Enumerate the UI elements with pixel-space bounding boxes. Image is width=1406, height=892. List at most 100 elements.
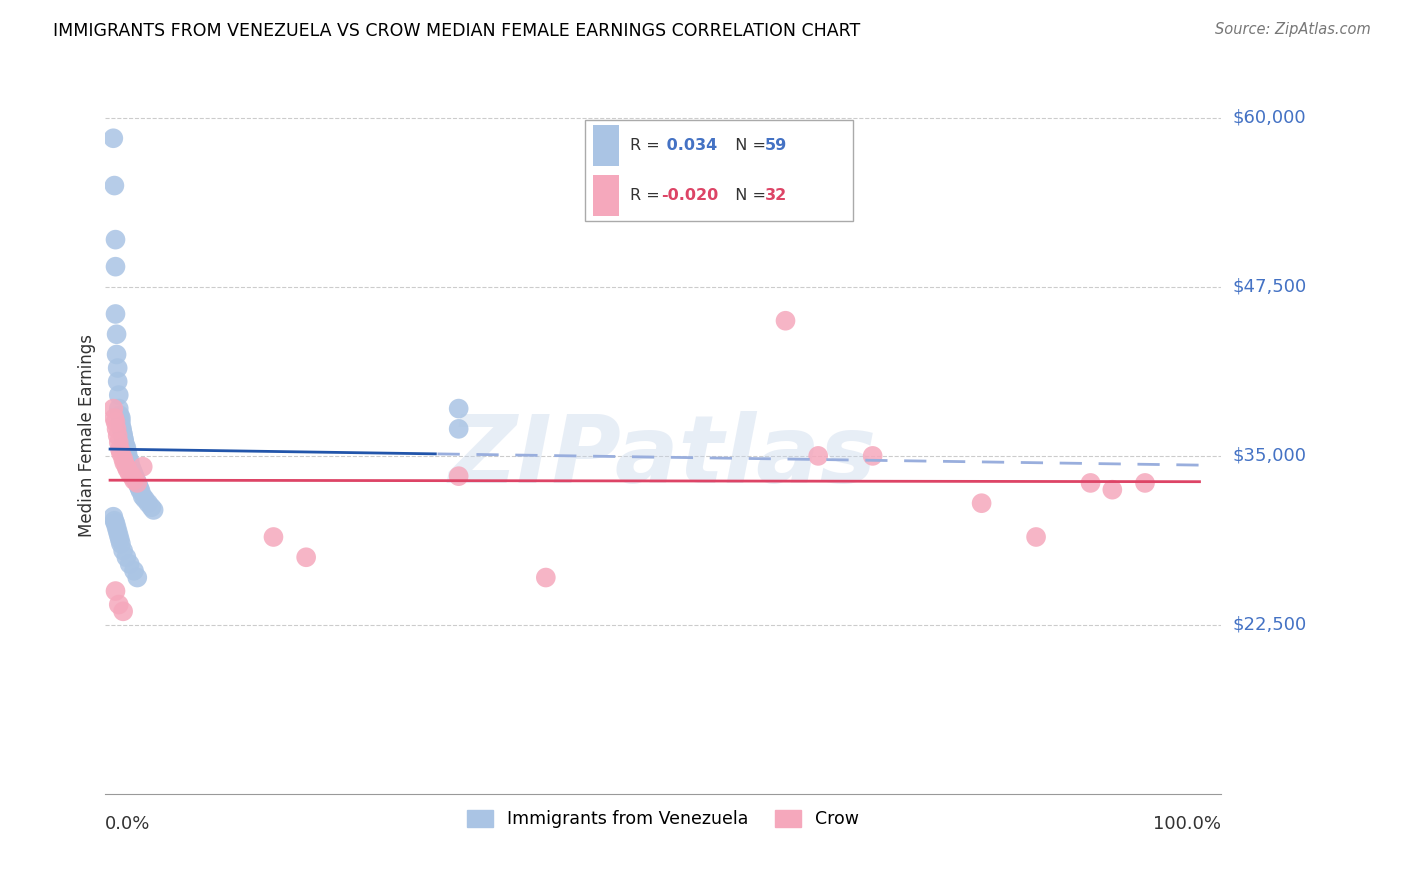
Point [107, 375, 129, 389]
Point [122, 467, 145, 482]
Point [970, 496, 993, 510]
Point [114, 438, 136, 452]
Point [447, 469, 470, 483]
Point [105, 327, 128, 342]
Point [105, 520, 128, 534]
Point [125, 473, 148, 487]
Point [107, 598, 129, 612]
Text: N =: N = [725, 188, 772, 203]
Point [862, 449, 884, 463]
Point [115, 459, 138, 474]
Text: IMMIGRANTS FROM VENEZUELA VS CROW MEDIAN FEMALE EARNINGS CORRELATION CHART: IMMIGRANTS FROM VENEZUELA VS CROW MEDIAN… [53, 22, 860, 40]
Point [134, 492, 156, 507]
Point [122, 473, 145, 487]
Point [295, 550, 318, 565]
Point [128, 481, 150, 495]
Point [115, 443, 138, 458]
Point [142, 503, 165, 517]
Point [112, 543, 135, 558]
Point [127, 475, 149, 490]
Point [107, 388, 129, 402]
Text: $35,000: $35,000 [1233, 447, 1306, 465]
Point [129, 483, 152, 498]
Point [104, 233, 127, 247]
Point [132, 459, 155, 474]
Y-axis label: Median Female Earnings: Median Female Earnings [79, 334, 96, 537]
Point [104, 307, 127, 321]
Text: 32: 32 [765, 188, 787, 203]
Point [118, 457, 141, 471]
Point [127, 475, 149, 490]
Text: N =: N = [725, 138, 772, 153]
Point [447, 422, 470, 436]
Point [1101, 483, 1123, 497]
Point [110, 419, 132, 434]
Text: ZIPatlas: ZIPatlas [449, 411, 877, 503]
Point [110, 411, 132, 425]
Point [1080, 475, 1102, 490]
Point [117, 462, 139, 476]
Point [132, 490, 155, 504]
Text: $22,500: $22,500 [1233, 615, 1306, 634]
Text: $47,500: $47,500 [1233, 278, 1306, 296]
Point [107, 428, 129, 442]
Point [117, 451, 139, 466]
Point [104, 584, 127, 599]
Point [121, 462, 143, 476]
Point [110, 537, 132, 551]
Point [127, 478, 149, 492]
Point [124, 470, 146, 484]
Point [103, 401, 125, 416]
Point [105, 422, 128, 436]
Point [117, 446, 139, 460]
Point [118, 467, 141, 481]
Point [115, 441, 138, 455]
Point [807, 449, 830, 463]
Point [111, 425, 134, 439]
Point [118, 557, 141, 571]
Point [1133, 475, 1156, 490]
Point [262, 530, 284, 544]
Point [112, 435, 135, 450]
Point [1025, 530, 1047, 544]
Point [104, 415, 127, 429]
Legend: Immigrants from Venezuela, Crow: Immigrants from Venezuela, Crow [460, 803, 866, 835]
Point [103, 411, 125, 425]
Text: -0.020: -0.020 [661, 188, 718, 203]
Point [110, 415, 132, 429]
Point [112, 427, 135, 442]
Point [103, 514, 125, 528]
Point [108, 442, 131, 457]
Point [112, 456, 135, 470]
Point [122, 465, 145, 479]
Point [107, 524, 129, 539]
Point [107, 528, 129, 542]
Point [111, 422, 134, 436]
Point [136, 496, 159, 510]
Point [127, 570, 149, 584]
Text: 100.0%: 100.0% [1153, 815, 1222, 833]
Text: Source: ZipAtlas.com: Source: ZipAtlas.com [1215, 22, 1371, 37]
Text: R =: R = [630, 188, 665, 203]
Point [104, 260, 127, 274]
Point [108, 533, 131, 547]
Text: 0.034: 0.034 [661, 138, 717, 153]
Text: 0.0%: 0.0% [104, 815, 150, 833]
Point [447, 401, 470, 416]
Point [103, 178, 125, 193]
Point [120, 459, 142, 474]
Point [108, 409, 131, 423]
Point [105, 347, 128, 361]
Point [107, 401, 129, 416]
Point [112, 433, 135, 447]
Point [107, 435, 129, 450]
Point [121, 469, 143, 483]
Point [117, 449, 139, 463]
Text: 59: 59 [765, 138, 787, 153]
Point [141, 500, 163, 515]
Point [103, 131, 125, 145]
Point [103, 509, 125, 524]
Point [775, 314, 797, 328]
Point [112, 430, 135, 444]
Point [118, 454, 141, 468]
